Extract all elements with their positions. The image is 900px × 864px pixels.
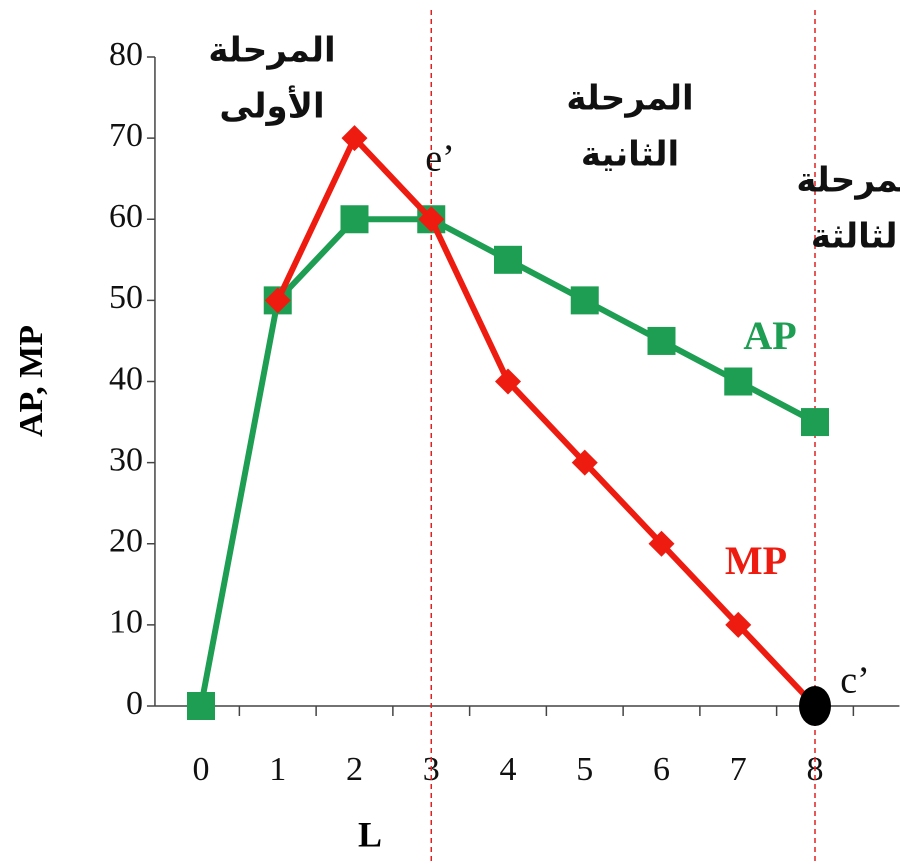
y-tick-label: 30 — [109, 441, 143, 478]
y-tick-label: 0 — [126, 685, 143, 722]
y-tick-label: 60 — [109, 198, 143, 235]
series-label: MP — [725, 538, 787, 583]
marker — [264, 287, 291, 314]
x-tick-label: 1 — [269, 751, 286, 788]
series-line — [275, 135, 818, 709]
marker — [187, 692, 215, 720]
highlight-point — [799, 686, 831, 726]
annotation: e’ — [425, 138, 455, 180]
annotation: c’ — [840, 660, 870, 702]
marker — [648, 530, 675, 557]
stage-label: الثالثة — [811, 217, 900, 257]
x-tick-label: 4 — [500, 751, 517, 788]
series-line — [198, 216, 817, 707]
marker — [340, 205, 369, 234]
marker — [571, 449, 598, 476]
marker — [647, 326, 676, 355]
y-tick-label: 40 — [109, 360, 143, 397]
y-axis-label: AP, MP — [13, 325, 50, 437]
marker — [801, 408, 829, 437]
y-tick-label: 20 — [109, 523, 143, 560]
y-tick-label: 10 — [109, 604, 143, 641]
x-tick-label: 7 — [730, 751, 747, 788]
stage-label: المرحلة — [566, 79, 693, 119]
x-tick-label: 2 — [346, 751, 363, 788]
x-tick-label: 5 — [576, 751, 593, 788]
marker — [724, 367, 753, 396]
y-tick-label: 80 — [109, 36, 143, 73]
marker — [341, 125, 368, 152]
x-axis-label: L — [358, 814, 382, 854]
stage-label: الثانية — [581, 135, 679, 175]
x-tick-label: 0 — [193, 751, 210, 788]
y-tick-label: 50 — [109, 279, 143, 316]
stage-label: الأولى — [219, 85, 324, 127]
stage-label: المرحلة — [208, 31, 335, 71]
x-tick-label: 6 — [653, 751, 670, 788]
marker — [494, 245, 522, 274]
series-label: AP — [743, 313, 796, 358]
marker — [418, 206, 445, 233]
marker — [495, 368, 521, 395]
y-tick-label: 70 — [109, 117, 143, 154]
marker — [725, 611, 752, 638]
stage-label: المرحلة — [796, 161, 900, 201]
marker — [570, 286, 599, 315]
